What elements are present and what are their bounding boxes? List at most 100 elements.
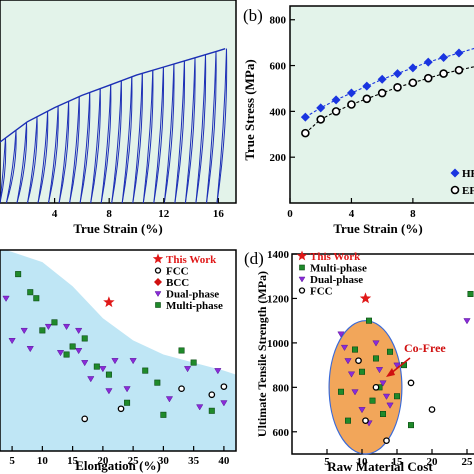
panel-a-unload-line xyxy=(142,70,154,204)
panel-c-point-multi-phase xyxy=(93,363,100,370)
panel-b-legend-label-hp: HP xyxy=(462,168,474,180)
panel-c-legend-marker xyxy=(155,302,161,308)
panel-b-x-axis-label: True Strain (%) xyxy=(333,221,422,236)
panel-d-x-tick-label: 15 xyxy=(392,456,404,468)
panel-b-point-ef xyxy=(439,69,448,78)
panel-d-point-multi-phase xyxy=(369,397,376,404)
panel-d-legend-label: This Work xyxy=(310,251,361,263)
panel-d-point-multi-phase xyxy=(467,290,474,297)
panel-c-point-dual-phase xyxy=(214,368,222,375)
panel-c-point-dual-phase xyxy=(56,350,65,357)
panel-a-unload-line xyxy=(37,111,49,204)
panel-b-plot-area xyxy=(289,5,474,204)
panel-c-point-dual-phase xyxy=(196,404,204,411)
panel-b-x-tick-label: 0 xyxy=(287,208,293,220)
panel-c-legend-marker xyxy=(152,253,164,264)
panel-c-plot-frame xyxy=(0,249,237,452)
panel-c-point-dual-phase xyxy=(81,360,89,367)
panel-c-point-multi-phase xyxy=(81,335,88,342)
panel-a-unload-line xyxy=(48,105,59,204)
panel-b-y-tick-label: 800 xyxy=(270,15,287,27)
panel-c-x-tick-label: 25 xyxy=(128,455,140,467)
panel-a-reload-line xyxy=(90,88,101,204)
panel-b-legend-marker-hp xyxy=(450,168,460,178)
panel-b-y-axis-label: True Stress (MPa) xyxy=(242,59,257,160)
panel-b-point-hp xyxy=(331,95,341,105)
panel-a-unload-line xyxy=(5,130,17,204)
panel-d-point-fcc xyxy=(428,406,436,413)
panel-c-point-multi-phase xyxy=(208,407,215,414)
panel-d-annotation-arrowhead xyxy=(386,368,395,377)
panel-b-point-ef xyxy=(362,94,372,104)
panel-d-x-tick-label: 20 xyxy=(427,456,439,468)
panel-a-reload-line xyxy=(216,48,227,204)
panel-d-point-dual-phase xyxy=(372,340,380,347)
panel-c-point-this-work xyxy=(103,296,115,308)
panel-a-unload-line xyxy=(90,88,101,204)
panel-a-unload-line xyxy=(206,51,217,204)
panel-a-unload-line xyxy=(69,96,80,204)
panel-b-point-hp xyxy=(377,74,387,84)
panel-d-point-dual-phase xyxy=(375,367,384,374)
panel-a-unload-line xyxy=(0,137,7,204)
panel-a-reload-line xyxy=(195,54,206,204)
panel-a-unload-line xyxy=(111,80,122,204)
panel-b-x-tick-label: 8 xyxy=(410,208,416,220)
panel-b-y-tick-label: 400 xyxy=(270,106,287,118)
panel-c-point-dual-phase xyxy=(75,348,83,355)
panel-b-point-ef xyxy=(454,65,464,75)
panel-a-x-tick-label: 8 xyxy=(106,208,112,220)
panel-a-reload-line xyxy=(5,130,17,204)
panel-a-unload-line xyxy=(174,60,186,204)
panel-a-x-axis-label: True Strain (%) xyxy=(73,221,162,236)
panel-c-point-dual-phase xyxy=(105,388,113,395)
panel-d-annotation: Co-Free xyxy=(404,341,446,355)
panel-c-point-fcc xyxy=(208,391,216,399)
panel-c-x-tick-label: 20 xyxy=(97,455,109,467)
panel-c-point-dual-phase xyxy=(183,366,192,373)
panel-c-point-dual-phase xyxy=(99,366,107,373)
panel-c-point-fcc xyxy=(220,383,228,391)
panel-d-legend-label: Dual-phase xyxy=(310,274,363,286)
panel-b-legend-label-ef: EF xyxy=(462,185,474,197)
panel-d-legend-marker xyxy=(298,287,306,294)
panel-b-point-ef xyxy=(408,78,418,88)
panel-c-point-dual-phase xyxy=(165,396,174,403)
panel-c-point-dual-phase xyxy=(62,323,71,331)
panel-d-label: (d) xyxy=(244,249,264,268)
panel-d-point-dual-phase xyxy=(379,380,387,387)
panel-b-y-tick-label: 200 xyxy=(270,152,287,164)
panel-d-legend-label: FCC xyxy=(310,286,333,298)
panel-b-point-ef xyxy=(316,115,326,124)
panel-d-legend-label: Multi-phase xyxy=(310,263,367,275)
panel-d-x-tick-label: 25 xyxy=(462,456,474,468)
panel-d-point-fcc xyxy=(355,357,362,365)
panel-d-y-tick-label: 1000 xyxy=(267,338,290,350)
panel-c-point-multi-phase xyxy=(190,359,197,366)
panel-a-reload-line xyxy=(206,51,217,204)
panel-b-point-ef xyxy=(423,73,433,83)
panel-a-reload-line xyxy=(69,96,80,204)
panel-a-reload-line xyxy=(132,73,143,204)
panel-a-reload-line xyxy=(121,76,133,204)
panel-c-x-tick-label: 5 xyxy=(9,455,15,467)
panel-d: 600 800 1000 1200 1400 5 10 15 20 25 (d) Ultimate T… xyxy=(244,249,474,474)
panel-c-point-dual-phase xyxy=(2,295,10,302)
panel-a-reload-line xyxy=(58,101,70,204)
panel-d-point-multi-phase xyxy=(393,393,400,400)
panel-b-point-hp xyxy=(393,69,403,79)
panel-b-series-line-ef xyxy=(305,66,474,134)
panel-d-point-multi-phase xyxy=(351,346,358,353)
panel-c-shaded-region xyxy=(0,250,236,451)
panel-b-point-ef xyxy=(331,107,341,116)
panel-c-point-fcc xyxy=(117,405,125,413)
panel-c-x-axis-label: Elongation (%) xyxy=(75,458,161,473)
panel-d-point-dual-phase xyxy=(382,393,391,400)
panel-a-unload-line xyxy=(184,57,196,204)
panel-a-reload-line xyxy=(48,105,59,204)
panel-b-y-tick-label: 600 xyxy=(270,61,287,73)
panel-d-y-tick-label: 1400 xyxy=(267,249,290,261)
panel-d-point-multi-phase xyxy=(407,422,414,429)
panel-a-reload-line xyxy=(0,137,6,204)
